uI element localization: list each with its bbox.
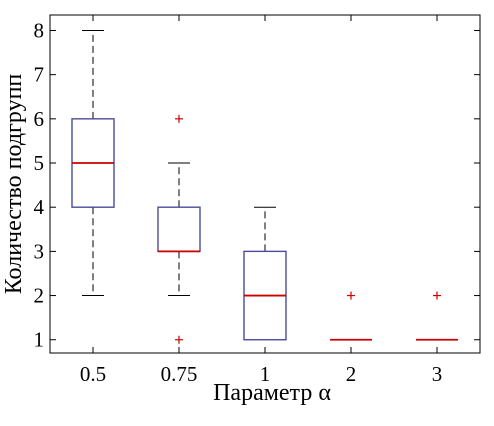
boxplot-series [71, 29, 458, 344]
y-tick-label: 5 [34, 151, 45, 175]
y-axis-ticks: 1 2 3 4 5 6 7 8 [34, 18, 480, 352]
box-group [157, 114, 201, 344]
x-tick-label: 0.75 [161, 362, 198, 386]
x-axis-ticks: 0.5 0.75 1 2 3 [80, 15, 442, 386]
outlier-marker [175, 335, 183, 344]
y-tick-label: 8 [34, 18, 45, 42]
x-tick-label: 0.5 [80, 362, 106, 386]
box-group [416, 291, 458, 341]
box-group [330, 291, 372, 341]
x-tick-label: 1 [260, 362, 271, 386]
outlier-marker [433, 291, 441, 300]
y-tick-label: 3 [34, 239, 45, 263]
box-group [243, 206, 287, 341]
x-tick-label: 3 [432, 362, 443, 386]
y-tick-label: 6 [34, 107, 45, 131]
box-group [71, 29, 115, 297]
outlier-marker [347, 291, 355, 300]
y-tick-label: 2 [34, 284, 45, 308]
box [157, 206, 201, 253]
y-tick-label: 1 [34, 328, 45, 352]
x-tick-label: 2 [346, 362, 357, 386]
y-tick-label: 7 [34, 63, 45, 87]
y-tick-label: 4 [34, 195, 45, 219]
y-axis-label: Количество подгрупп [1, 74, 27, 295]
x-axis-label: Параметр α [213, 380, 331, 406]
outlier-marker [175, 114, 183, 123]
